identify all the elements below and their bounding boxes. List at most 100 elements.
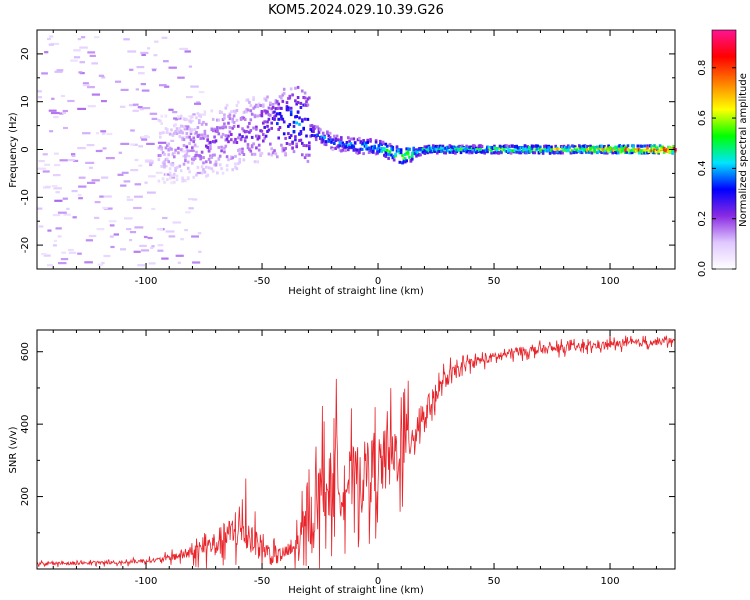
spectrogram-cell: [241, 147, 244, 151]
spectrogram-cell: [213, 163, 216, 167]
spectrogram-cell: [282, 91, 286, 95]
spectrogram-cell: [582, 147, 585, 151]
spectrogram-cell: [276, 107, 279, 110]
spectrogram-cell: [615, 146, 619, 150]
spectrogram-cell: [231, 168, 234, 172]
spectrogram-cell: [218, 126, 222, 130]
spectrogram-cell: [126, 198, 134, 201]
spectrogram-cell: [165, 230, 175, 233]
spectrogram-cell: [280, 117, 283, 121]
spectrogram-cell: [177, 261, 181, 264]
spectrogram-cell: [42, 153, 48, 156]
spectrogram-cell: [168, 235, 176, 238]
spectrogram-cell: [195, 116, 198, 120]
spectrogram-cell: [365, 144, 368, 148]
spectrogram-cell: [232, 109, 236, 113]
spectrogram-cell: [440, 150, 443, 154]
snr-ytick-label: 400: [20, 415, 31, 434]
spectrogram-cell: [404, 160, 407, 164]
spectrogram-cell: [179, 148, 183, 152]
spectrogram-cell: [316, 125, 319, 129]
spectrogram-cell: [384, 154, 388, 158]
spectrogram-cell: [362, 139, 365, 143]
spectrogram-cell: [270, 121, 273, 125]
spectrogram-cell: [372, 148, 375, 152]
spectrogram-cell: [262, 139, 265, 143]
spectrogram-cell: [188, 115, 193, 118]
spectrogram-cell: [179, 129, 183, 133]
snr-ytick-label: 600: [20, 342, 31, 361]
spectrogram-cell: [257, 102, 261, 106]
spectrogram-cell: [303, 96, 307, 100]
spectrogram-cell: [459, 146, 463, 150]
spectrogram-cell: [333, 142, 336, 145]
spectrogram-cell: [416, 151, 420, 155]
spectrogram-cell: [349, 137, 353, 141]
spectrogram-cell: [347, 148, 350, 152]
spectrogram-cell: [632, 145, 635, 149]
spectrogram-cell: [593, 146, 596, 150]
spectrogram-cell: [639, 144, 642, 148]
spectrogram-cell: [285, 108, 289, 112]
spectrogram-cell: [246, 146, 250, 150]
spectrogram-cell: [133, 143, 138, 146]
spectrogram-cell: [280, 96, 283, 100]
spectrogram-cell: [227, 134, 230, 138]
spectrogram-cell: [220, 111, 223, 114]
colorbar: 0.0 0.2 0.4 0.6 0.8 Normalized spectral ampl…: [697, 29, 749, 277]
spectrogram-cell: [249, 129, 253, 133]
spectrogram-cell: [398, 160, 402, 164]
spectrogram-cell: [221, 171, 225, 175]
spectrogram-cell: [559, 145, 563, 148]
spectrogram-cell: [608, 146, 612, 150]
spectrogram-cell: [317, 127, 321, 131]
spectrogram-cell: [334, 146, 337, 150]
spectrogram-cell: [303, 103, 307, 107]
spectrogram-cell: [186, 176, 190, 180]
spectrogram-cell: [171, 163, 175, 167]
spectrogram-cell: [274, 107, 278, 111]
spectrogram-cell: [390, 147, 393, 151]
spectrogram-cell: [643, 144, 646, 148]
spectrogram-cell: [109, 235, 114, 238]
spectrogram-cell: [470, 151, 474, 155]
spectrogram-cell: [349, 142, 353, 146]
spectrogram-cell: [166, 178, 169, 182]
spectrogram-cell: [167, 142, 170, 146]
spectrogram-cell: [61, 94, 65, 98]
spectrogram-cell: [250, 112, 254, 116]
spectrogram-cell: [207, 149, 211, 153]
spectrogram-cell: [223, 150, 226, 154]
spectrogram-cell: [619, 150, 623, 154]
spectrogram-cell: [52, 214, 61, 217]
spectrogram-cell: [148, 262, 156, 265]
spectrogram-cell: [640, 150, 644, 154]
spectrogram-cell: [142, 107, 151, 110]
spectrogram-cell: [379, 148, 382, 152]
spectrogram-cell: [213, 127, 216, 131]
spectrogram-cell: [477, 148, 481, 152]
spectrogram-cell: [196, 134, 200, 138]
spectrogram-cell: [288, 94, 292, 98]
spectrogram-cell: [480, 144, 484, 148]
spectrogram-cell: [185, 211, 191, 214]
spectrogram-cell: [221, 132, 225, 136]
spectrogram-cell: [475, 146, 478, 150]
spectrogram-cell: [282, 132, 286, 136]
spectrogram-cell: [277, 117, 280, 121]
spectrogram-cell: [200, 133, 204, 137]
spectrogram-cell: [561, 151, 564, 155]
spectrogram-cell: [568, 149, 571, 153]
spectrogram-cell: [330, 138, 333, 142]
spectrogram-cell: [589, 146, 592, 150]
spectrogram-cell: [159, 84, 167, 87]
spectrogram-cell: [504, 144, 507, 148]
spectrogram-cell: [126, 196, 131, 199]
spectrogram-cell: [209, 140, 212, 144]
spectrogram-cell: [614, 147, 617, 151]
spectrogram-cell: [294, 135, 297, 139]
spectrogram-cell: [405, 147, 408, 151]
spectrogram-cell: [458, 148, 461, 152]
spectrogram-cell: [274, 114, 278, 118]
spectrogram-cell: [587, 150, 591, 154]
